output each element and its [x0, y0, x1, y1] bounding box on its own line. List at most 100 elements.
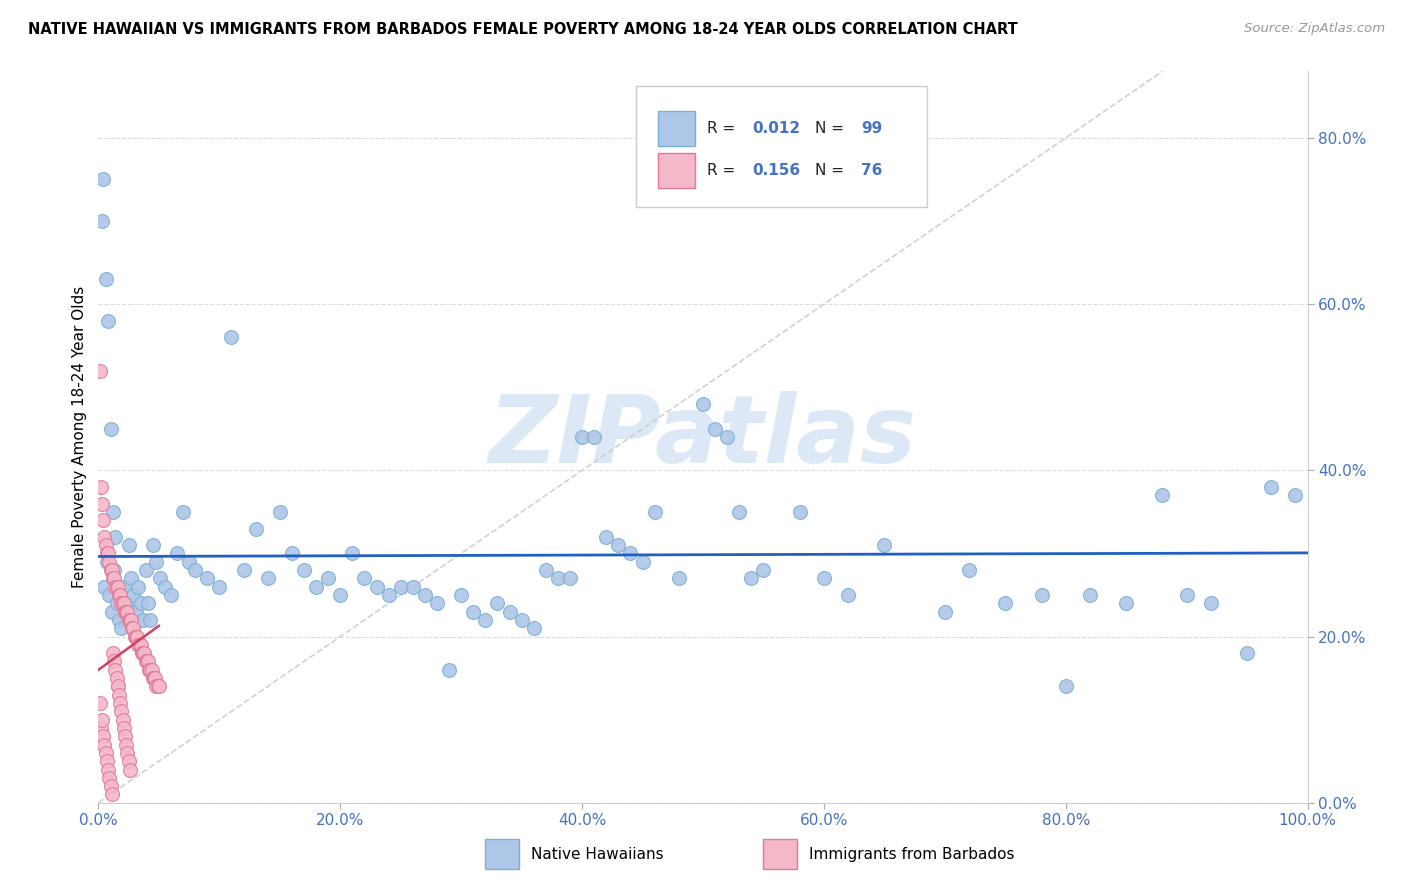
Point [153, 580, 176, 594]
Point [104, 663, 127, 677]
Text: R =: R = [707, 162, 740, 178]
Point [118, 613, 141, 627]
Point [837, 588, 859, 602]
Point [1175, 588, 1198, 602]
Point [108, 688, 131, 702]
Point [118, 763, 141, 777]
Point [139, 663, 162, 677]
Point [413, 588, 436, 602]
FancyBboxPatch shape [637, 86, 927, 207]
Point [329, 588, 352, 602]
Point [96, 546, 118, 560]
Point [994, 596, 1017, 610]
FancyBboxPatch shape [658, 153, 695, 187]
Point [118, 538, 141, 552]
Point [97, 763, 120, 777]
Text: NATIVE HAWAIIAN VS IMMIGRANTS FROM BARBADOS FEMALE POVERTY AMONG 18-24 YEAR OLDS: NATIVE HAWAIIAN VS IMMIGRANTS FROM BARBA… [28, 22, 1018, 37]
Point [120, 613, 142, 627]
Text: 0.156: 0.156 [752, 162, 800, 178]
Point [103, 655, 125, 669]
Point [534, 563, 557, 577]
Point [105, 671, 128, 685]
Point [142, 538, 165, 552]
Point [118, 613, 141, 627]
Point [129, 596, 152, 610]
Point [1115, 596, 1137, 610]
Point [125, 630, 148, 644]
Point [90, 721, 112, 735]
Point [112, 580, 135, 594]
Point [132, 613, 155, 627]
Point [583, 430, 606, 444]
Point [619, 546, 641, 560]
Point [108, 613, 131, 627]
Point [179, 555, 201, 569]
Point [523, 621, 546, 635]
Point [110, 596, 132, 610]
Point [93, 738, 115, 752]
Point [752, 563, 775, 577]
Point [353, 571, 375, 585]
Point [129, 638, 152, 652]
Point [107, 580, 129, 594]
Point [125, 605, 148, 619]
Point [292, 563, 315, 577]
FancyBboxPatch shape [658, 111, 695, 146]
Point [110, 705, 132, 719]
Point [89, 363, 111, 377]
Point [135, 655, 157, 669]
Point [139, 613, 162, 627]
Text: N =: N = [815, 121, 849, 136]
Text: 99: 99 [862, 121, 883, 136]
Point [115, 596, 138, 610]
Point [91, 713, 114, 727]
Point [100, 605, 122, 619]
Text: 0.012: 0.012 [752, 121, 800, 136]
Point [93, 580, 115, 594]
Point [1078, 588, 1101, 602]
Point [128, 638, 150, 652]
Text: ZIPatlas: ZIPatlas [489, 391, 917, 483]
Point [110, 621, 132, 635]
Point [149, 571, 172, 585]
Point [94, 746, 117, 760]
Point [96, 754, 118, 768]
Text: Source: ZipAtlas.com: Source: ZipAtlas.com [1244, 22, 1385, 36]
Point [108, 588, 131, 602]
Point [389, 580, 412, 594]
Point [450, 588, 472, 602]
Point [105, 580, 128, 594]
Point [111, 713, 134, 727]
Point [873, 538, 896, 552]
Point [114, 729, 136, 743]
Point [131, 646, 153, 660]
Point [98, 555, 121, 569]
Point [143, 671, 166, 685]
Point [934, 605, 956, 619]
Point [122, 621, 145, 635]
Point [463, 605, 485, 619]
Point [135, 563, 157, 577]
Point [91, 497, 114, 511]
Point [316, 571, 339, 585]
Point [595, 530, 617, 544]
Point [1236, 646, 1258, 660]
FancyBboxPatch shape [485, 839, 519, 869]
Point [101, 505, 124, 519]
Point [145, 555, 167, 569]
Point [111, 596, 134, 610]
Point [98, 771, 121, 785]
Point [97, 546, 120, 560]
Point [100, 779, 122, 793]
Point [100, 788, 122, 802]
Point [474, 613, 496, 627]
Point [571, 430, 593, 444]
Point [112, 596, 135, 610]
Point [103, 563, 125, 577]
Point [100, 563, 122, 577]
Point [141, 663, 163, 677]
Point [221, 330, 243, 344]
Point [232, 563, 254, 577]
Point [107, 680, 129, 694]
Point [101, 571, 124, 585]
